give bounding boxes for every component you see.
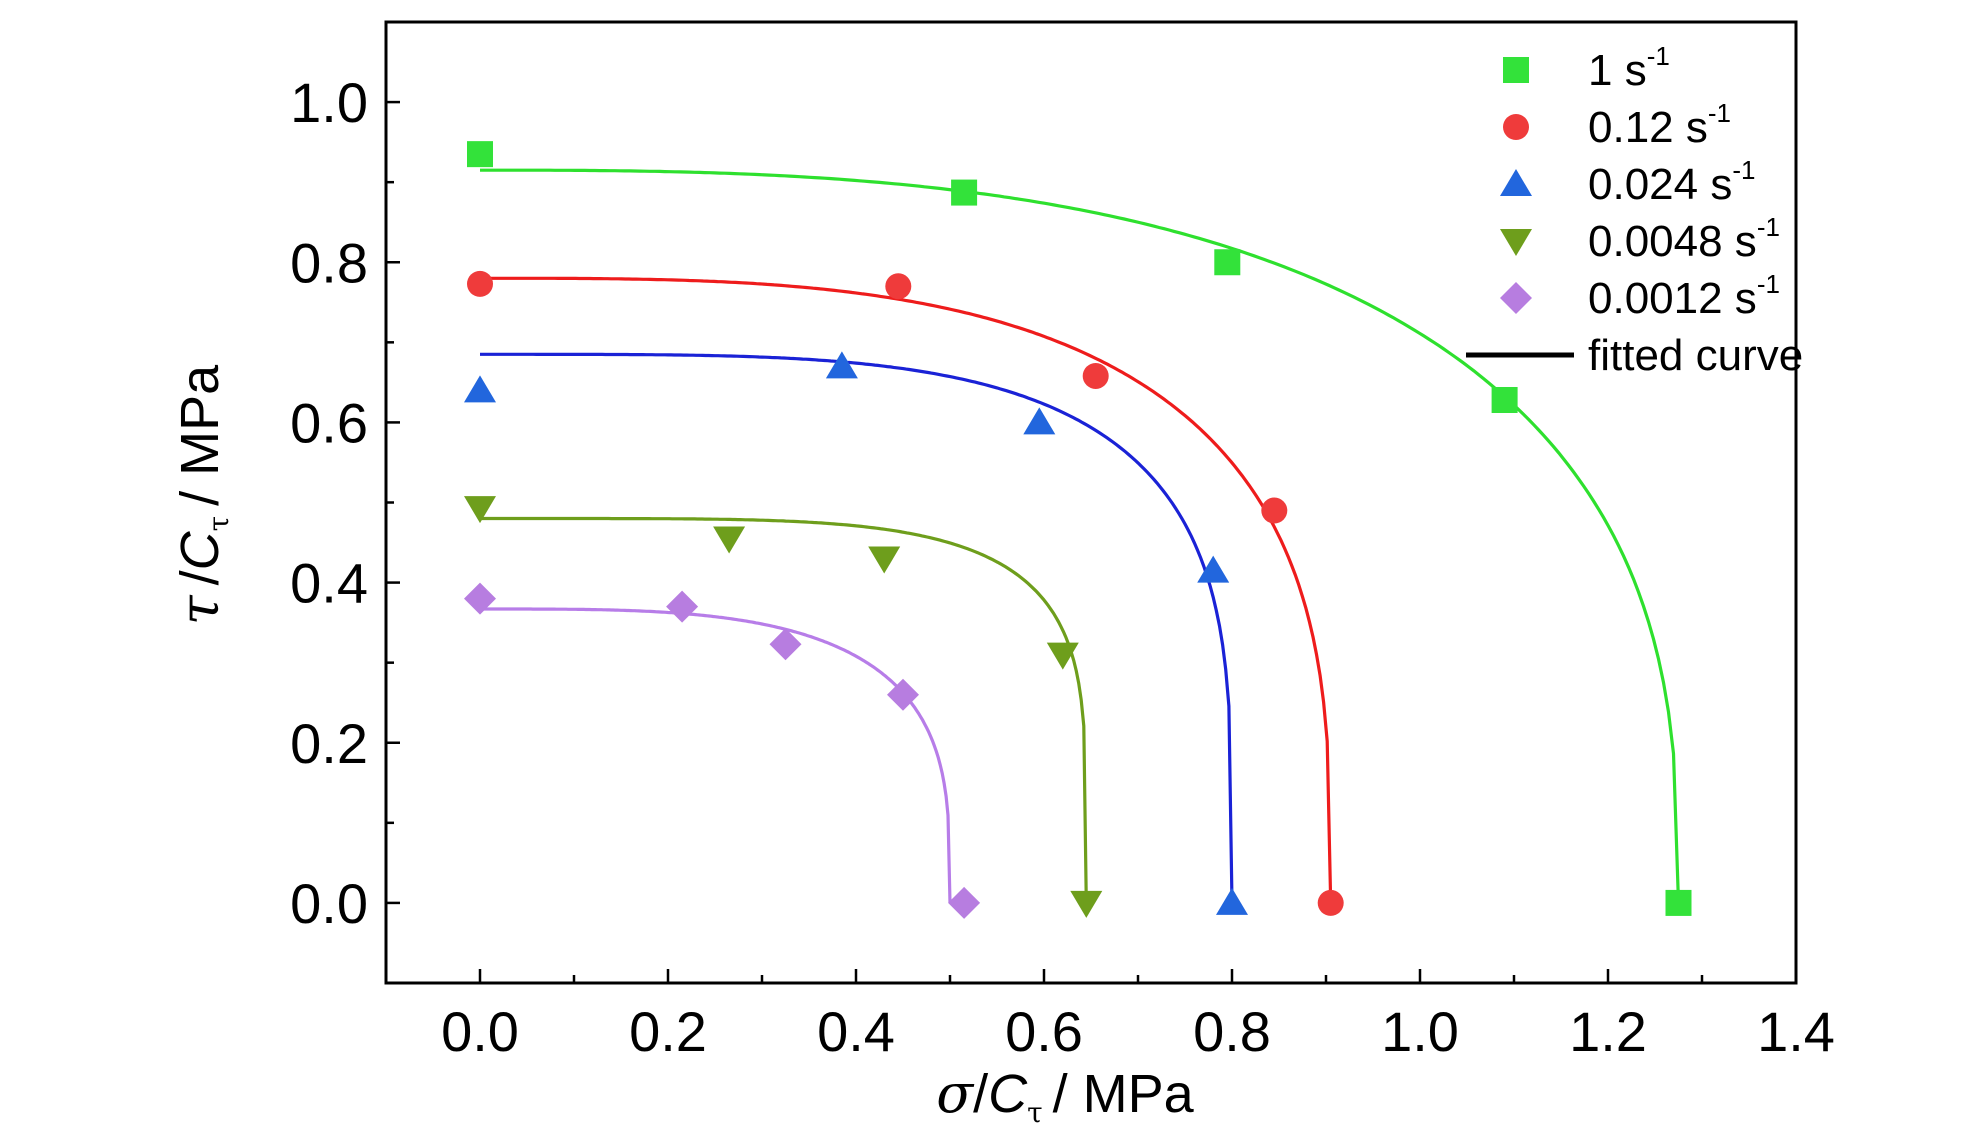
- fit-curve: [480, 352, 1234, 903]
- fit-curve: [480, 607, 952, 903]
- data-point: [666, 590, 699, 623]
- legend-marker: [1503, 57, 1529, 83]
- data-point: [887, 678, 919, 711]
- data-point: [1046, 642, 1079, 670]
- data-point: [467, 141, 493, 168]
- legend-entry-name: 1 s: [1588, 46, 1647, 95]
- data-point: [1214, 249, 1241, 276]
- data-point: [1023, 407, 1056, 435]
- legend-entry-sup: -1: [1647, 41, 1670, 71]
- data-point: [868, 546, 901, 574]
- y-tick-label: 0.8: [290, 231, 368, 294]
- data-point: [1665, 889, 1692, 916]
- data-point: [467, 270, 493, 297]
- legend-entry-name: 0.12 s: [1588, 103, 1708, 152]
- legend: 1 s-10.12 s-10.024 s-10.0048 s-10.0012 s…: [1466, 41, 1803, 380]
- data-point: [1197, 555, 1230, 583]
- data-point: [1216, 887, 1248, 915]
- x-axis-unit: / MPa: [1053, 1064, 1195, 1124]
- plot-frame-group: [384, 20, 1798, 985]
- x-axis-divisor-sub: τ: [1027, 1096, 1043, 1129]
- data-point: [769, 628, 802, 661]
- y-axis-slash: /: [170, 570, 230, 585]
- data-point: [464, 582, 496, 615]
- data-point: [464, 496, 496, 524]
- legend-entry: 0.0012 s-1: [1588, 269, 1780, 323]
- x-tick-label: 1.0: [1381, 1000, 1459, 1063]
- data-point: [1261, 497, 1288, 524]
- markers: [464, 141, 1692, 919]
- y-tick-label: 1.0: [290, 71, 368, 134]
- y-axis-divisor: C: [170, 530, 230, 570]
- x-tick-label: 1.2: [1569, 1000, 1647, 1063]
- data-point: [951, 179, 978, 206]
- legend-entry: 0.024 s-1: [1588, 155, 1755, 209]
- legend-entry: 0.12 s-1: [1588, 98, 1731, 152]
- data-point: [885, 273, 912, 300]
- x-axis-label: σ/Cτ / MPa: [936, 1062, 1194, 1129]
- data-point: [948, 886, 981, 919]
- plot-frame: [384, 20, 1798, 985]
- data-point: [464, 375, 496, 403]
- y-axis-unit: / MPa: [170, 364, 230, 506]
- y-axis-symbol: τ: [168, 594, 231, 625]
- x-axis-slash: /: [973, 1064, 988, 1124]
- fit-curve: [480, 168, 1681, 903]
- legend-fit-label: fitted curve: [1588, 331, 1803, 380]
- legend-entry-name: 0.0048 s: [1588, 217, 1757, 266]
- legend-entry-name: 0.0012 s: [1588, 274, 1757, 323]
- y-tick-label: 0.2: [290, 712, 368, 775]
- data-point: [713, 526, 746, 554]
- fit-lines: [480, 168, 1681, 903]
- legend-marker: [1503, 114, 1529, 140]
- data-point: [1070, 890, 1103, 918]
- data-point: [1317, 889, 1344, 916]
- ticks: [386, 100, 1798, 983]
- y-tick-label: 0.6: [290, 391, 368, 454]
- legend-entry-sup: -1: [1732, 155, 1755, 185]
- legend-marker: [1500, 282, 1532, 314]
- x-tick-label: 0.6: [1005, 1000, 1083, 1063]
- data-point: [1082, 362, 1109, 389]
- fit-curve: [480, 276, 1333, 903]
- legend-entry-sup: -1: [1757, 212, 1780, 242]
- data-point: [1491, 386, 1518, 413]
- legend-entry: 0.0048 s-1: [1588, 212, 1780, 266]
- legend-marker: [1500, 169, 1532, 196]
- y-axis-label: τ /Cτ / MPa: [168, 364, 235, 625]
- fit-curve: [480, 516, 1088, 903]
- x-tick-label: 0.4: [817, 1000, 895, 1063]
- legend-entry-name: 0.024 s: [1588, 160, 1732, 209]
- legend-entry-sup: -1: [1757, 269, 1780, 299]
- x-tick-label: 0.2: [629, 1000, 707, 1063]
- x-tick-label: 0.8: [1193, 1000, 1271, 1063]
- x-tick-label: 0.0: [441, 1000, 519, 1063]
- x-axis-symbol: σ: [936, 1062, 975, 1125]
- x-axis-divisor: C: [988, 1064, 1028, 1124]
- y-axis-divisor-sub: τ: [202, 516, 235, 532]
- y-tick-label: 0.4: [290, 552, 368, 615]
- y-tick-label: 0.0: [290, 872, 368, 935]
- x-tick-label: 1.4: [1757, 1000, 1835, 1063]
- tick-labels: 0.0 0.2 0.4 0.6 0.8 1.0 1.2 1.4 0.0 0.2 0.4 0.6 0.8 1…: [290, 71, 1835, 1063]
- legend-marker: [1500, 229, 1532, 256]
- data-point: [825, 351, 858, 379]
- legend-entry: 1 s-1: [1588, 41, 1670, 95]
- legend-entry-sup: -1: [1708, 98, 1731, 128]
